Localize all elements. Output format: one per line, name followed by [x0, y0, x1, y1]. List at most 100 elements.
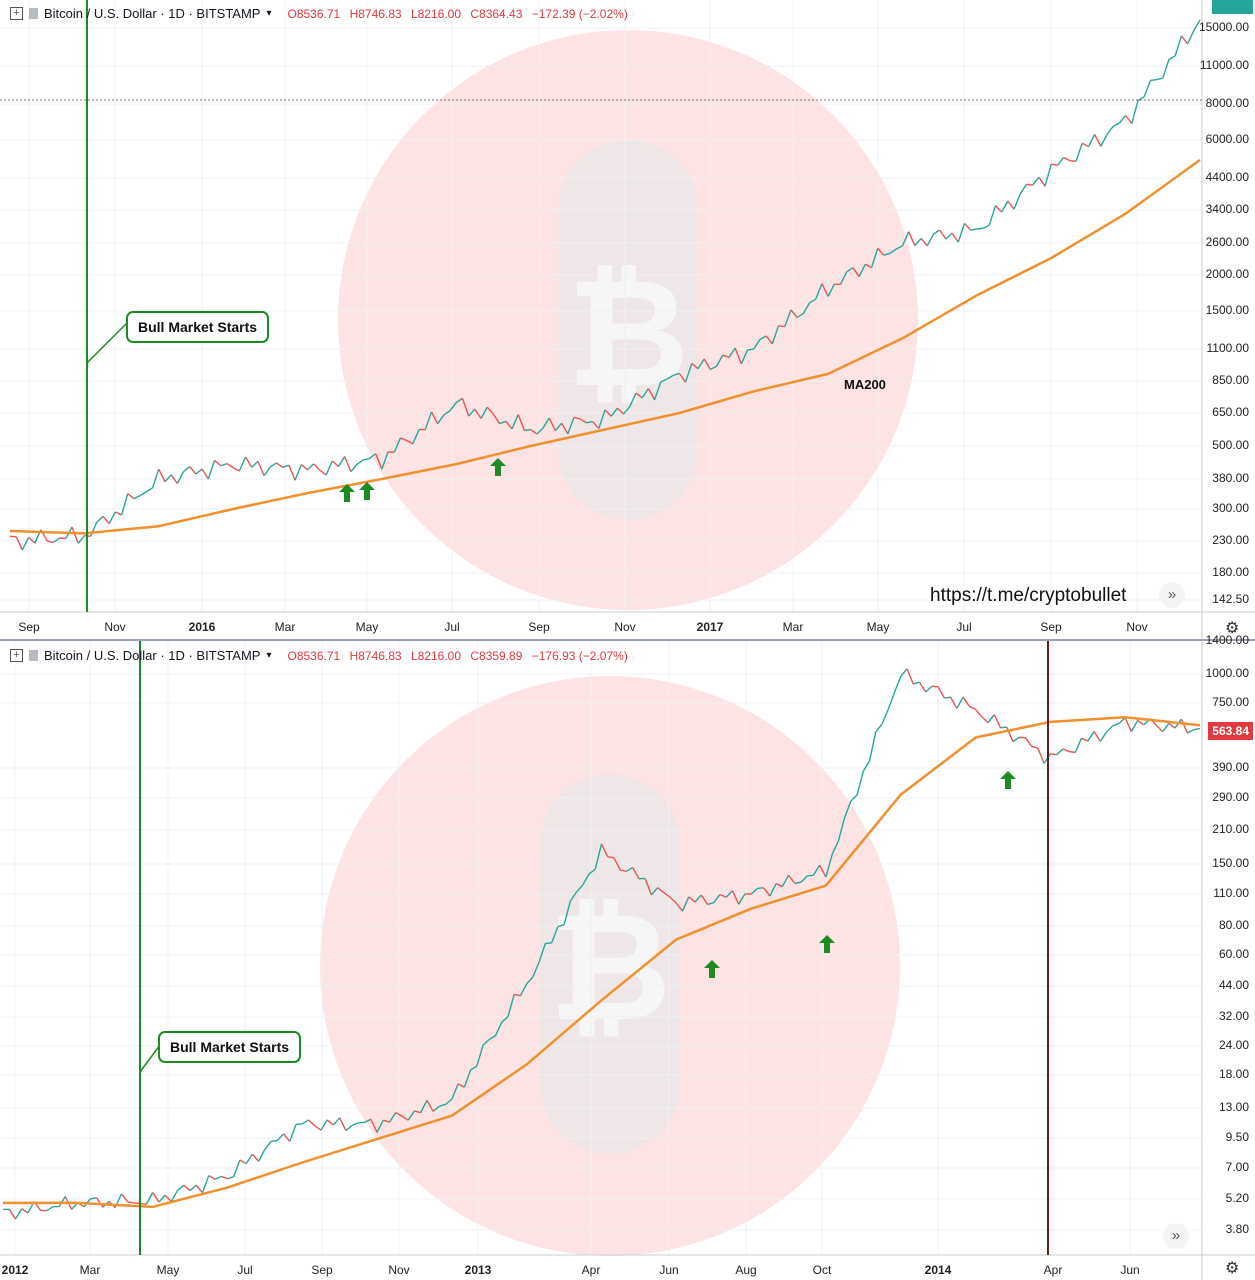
price-candle [195, 1184, 204, 1194]
y-tick-label: 1000.00 [1205, 666, 1249, 680]
price-candle [672, 372, 680, 377]
y-tick-label: 60.00 [1218, 947, 1249, 961]
chevron-down-icon[interactable]: ▾ [266, 8, 272, 19]
price-candle [913, 681, 920, 685]
price-candle [554, 422, 563, 431]
price-candle [906, 668, 914, 685]
bottom-chart-panel[interactable]: ₿ + Bitcoin / U.S. Dollar · 1D · BITSTAM… [0, 633, 1255, 1280]
price-candle [945, 232, 953, 240]
price-candle [713, 894, 721, 904]
gear-icon[interactable]: ⚙ [1225, 620, 1240, 637]
price-candle [753, 339, 761, 350]
y-tick-label: 110.00 [1213, 886, 1249, 900]
x-tick-label: Nov [388, 1263, 410, 1277]
support-arrow-icon [1000, 771, 1016, 789]
price-candle [102, 515, 110, 525]
price-candle [653, 381, 662, 400]
price-candle [1093, 731, 1101, 742]
price-candle [675, 902, 684, 912]
price-candle [852, 267, 860, 277]
bottom-chart-canvas[interactable]: ₿ [0, 641, 1255, 1280]
price-candle [511, 414, 519, 430]
price-candle [339, 1117, 347, 1131]
x-tick-label: Apr [1043, 1263, 1063, 1277]
top-chart-panel[interactable]: ₿ + Bitcoin / U.S. Dollar · 1D · BITSTAM… [0, 0, 1255, 640]
price-candle [600, 843, 609, 858]
price-candle [607, 856, 615, 859]
price-candle [970, 228, 977, 231]
price-candle [251, 460, 259, 468]
price-candle [846, 267, 854, 273]
price-candle [931, 685, 939, 688]
price-candle [488, 1035, 496, 1041]
price-candle [115, 511, 122, 516]
price-candle [629, 392, 637, 407]
price-candle [276, 462, 284, 468]
price-candle [594, 843, 603, 870]
price-candle [1069, 159, 1077, 162]
price-candle [1051, 163, 1058, 167]
y-tick-label: 32.00 [1218, 1009, 1249, 1023]
price-candle [140, 1202, 147, 1205]
price-candle [644, 878, 653, 896]
gear-icon[interactable]: ⚙ [1225, 1260, 1240, 1277]
price-candle [170, 1190, 179, 1202]
price-candle [1074, 737, 1083, 753]
expand-icon[interactable]: + [10, 649, 23, 662]
x-tick-label: May [156, 1263, 180, 1277]
price-candle [151, 468, 160, 489]
price-candle [819, 864, 827, 878]
price-candle [499, 420, 507, 425]
expand-icon[interactable]: + [10, 7, 23, 20]
price-candle [769, 883, 777, 897]
symbol-title[interactable]: Bitcoin / U.S. Dollar · 1D · BITSTAMP [44, 648, 261, 663]
price-candle [796, 312, 804, 319]
change-value: −176.93 (−2.07%) [531, 648, 628, 663]
y-tick-label: 230.00 [1212, 533, 1249, 547]
price-candle [635, 392, 643, 399]
price-candle [401, 1115, 409, 1121]
price-candle [582, 873, 590, 886]
price-candle [542, 417, 550, 429]
price-candle [424, 411, 433, 430]
ma200-line [3, 715, 1201, 1209]
x-tick-label: Jul [237, 1263, 253, 1277]
price-candle [889, 248, 897, 254]
price-candle [439, 1103, 446, 1107]
scroll-to-realtime-button[interactable]: » [1159, 582, 1185, 608]
watermark-url: https://t.me/cryptobullet [930, 585, 1127, 606]
y-tick-label: 80.00 [1218, 918, 1249, 932]
price-candle [825, 854, 833, 878]
price-candle [455, 397, 463, 404]
symbol-title[interactable]: Bitcoin / U.S. Dollar · 1D · BITSTAMP [44, 6, 261, 21]
price-candle [356, 459, 364, 465]
price-candle [270, 1139, 278, 1143]
price-candle [666, 374, 674, 380]
price-candle [881, 709, 889, 725]
price-candle [412, 429, 420, 444]
price-candle [850, 794, 858, 802]
price-candle [364, 1118, 372, 1123]
price-candle [604, 409, 612, 417]
price-candle [14, 1208, 23, 1220]
panel-divider[interactable] [0, 639, 1255, 641]
price-candle [663, 892, 671, 898]
price-candle [480, 406, 488, 419]
y-tick-label: 2000.00 [1205, 267, 1249, 281]
price-candle [1187, 729, 1195, 734]
price-candle [944, 696, 951, 699]
price-candle [1000, 726, 1007, 729]
symbol-flag-icon [29, 8, 38, 19]
bitcoin-watermark-icon: ₿ [549, 881, 671, 1055]
chevron-down-icon[interactable]: ▾ [266, 650, 272, 661]
scroll-to-realtime-button[interactable]: » [1163, 1223, 1189, 1249]
price-candle [632, 867, 640, 880]
price-candle [127, 493, 135, 500]
price-candle [77, 535, 85, 544]
top-chart-canvas[interactable]: ₿ [0, 0, 1255, 640]
price-candle [344, 456, 352, 472]
price-candle [47, 540, 54, 544]
price-candle [264, 1140, 272, 1150]
price-candle [839, 271, 848, 285]
price-candle [738, 893, 746, 905]
